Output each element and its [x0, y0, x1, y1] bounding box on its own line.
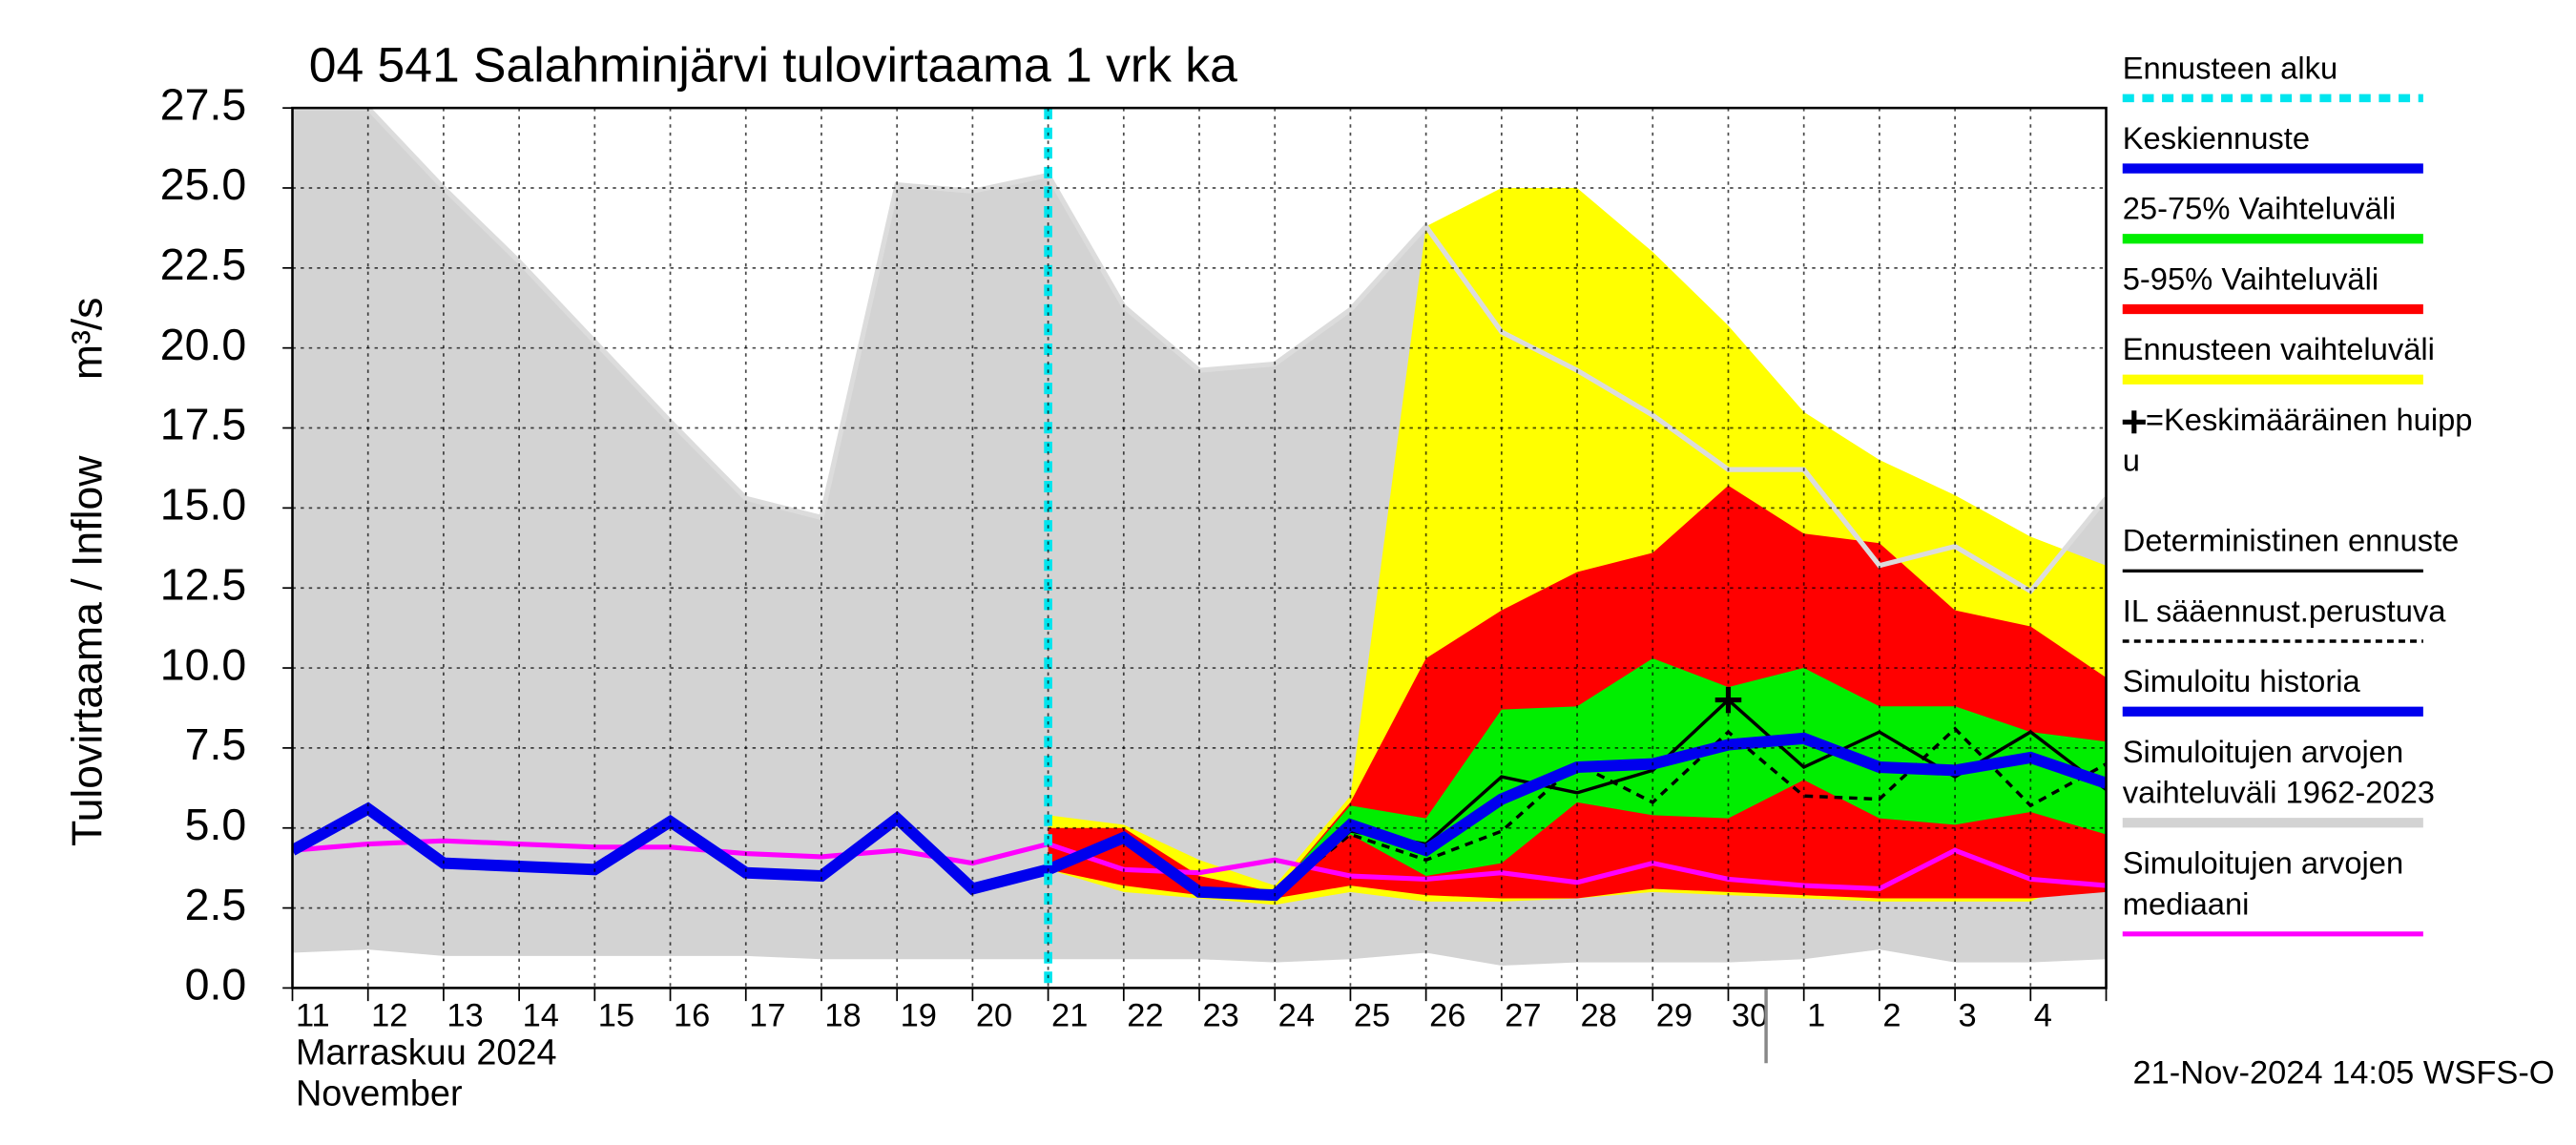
y-tick-label: 15.0 [160, 480, 246, 530]
x-tick-label: 21 [1051, 997, 1088, 1033]
x-axis-label: November [296, 1074, 463, 1114]
y-tick-label: 5.0 [185, 800, 247, 849]
y-tick-label: 27.5 [160, 79, 246, 129]
x-tick-label: 20 [976, 997, 1012, 1033]
plot-area: 11 12 13 14 15 16 17 18 19 20 21 22 23 24 25 26 27 28 29 30… [160, 79, 2108, 1064]
legend-label: Simuloitujen arvojen [2123, 845, 2403, 881]
legend-label: Deterministinen ennuste [2123, 523, 2460, 558]
legend-label: mediaani [2123, 885, 2250, 921]
y-axis-unit: m³/s [64, 298, 111, 381]
legend-label: IL sääennust.perustuva [2123, 593, 2447, 629]
x-tick-label: 12 [371, 997, 407, 1033]
x-tick-label: 27 [1505, 997, 1541, 1033]
legend-label: u [2123, 443, 2140, 478]
legend-label: Keskiennuste [2123, 120, 2310, 156]
legend-label: vaihteluväli 1962-2023 [2123, 775, 2435, 810]
x-tick-label: 29 [1656, 997, 1693, 1033]
y-tick-label: 2.5 [185, 880, 247, 929]
y-tick-label: 7.5 [185, 719, 247, 769]
y-tick-label: 0.0 [185, 960, 247, 1010]
x-tick-label: 11 [296, 997, 330, 1033]
legend-label: 5-95% Vaihteluväli [2123, 261, 2379, 297]
legend-label: Simuloitujen arvojen [2123, 734, 2403, 769]
x-tick-label: 3 [1959, 997, 1977, 1033]
y-tick-label: 17.5 [160, 400, 246, 449]
x-tick-label: 19 [901, 997, 937, 1033]
y-tick-label: 25.0 [160, 159, 246, 209]
x-tick-label: 25 [1354, 997, 1390, 1033]
x-tick-label: 17 [749, 997, 785, 1033]
x-tick-label: 28 [1581, 997, 1617, 1033]
x-tick-label: 16 [674, 997, 710, 1033]
legend-label: Ennusteen alku [2123, 50, 2337, 85]
x-tick-label: 13 [447, 997, 483, 1033]
legend-label: 25-75% Vaihteluväli [2123, 191, 2397, 226]
x-tick-label: 23 [1202, 997, 1238, 1033]
plot-frame [291, 106, 2108, 989]
y-tick-label: 12.5 [160, 560, 246, 610]
y-tick-label: 20.0 [160, 320, 246, 369]
x-tick-label: 22 [1127, 997, 1163, 1033]
legend-label: =Keskimääräinen huipp [2146, 402, 2473, 437]
x-tick-label: 2 [1882, 997, 1901, 1033]
chart-title: 04 541 Salahminjärvi tulovirtaama 1 vrk … [309, 37, 1237, 93]
x-tick-label: 26 [1429, 997, 1465, 1033]
legend: Ennusteen alku Keskiennuste 25-75% Vaihtel… [2123, 50, 2473, 937]
x-tick-label: 4 [2034, 997, 2052, 1033]
band [1048, 657, 2107, 896]
y-tick-label: 22.5 [160, 239, 246, 289]
legend-label: Simuloitu historia [2123, 663, 2361, 698]
x-tick-label: 18 [824, 997, 861, 1033]
footer: 21-Nov-2024 14:05 WSFS-O [2132, 1054, 2554, 1091]
y-axis-label: Tulovirtaama / Inflow [64, 455, 111, 846]
legend-label: Ennusteen vaihteluväli [2123, 331, 2435, 366]
x-axis-label: Marraskuu 2024 [296, 1033, 557, 1073]
series-line [1046, 732, 2107, 902]
x-tick-label: 1 [1807, 997, 1825, 1033]
y-tick-label: 10.0 [160, 639, 246, 689]
x-tick-label: 24 [1278, 997, 1315, 1033]
x-tick-label: 14 [523, 997, 559, 1033]
x-tick-label: 15 [598, 997, 634, 1033]
x-tick-label: 30 [1732, 997, 1768, 1033]
